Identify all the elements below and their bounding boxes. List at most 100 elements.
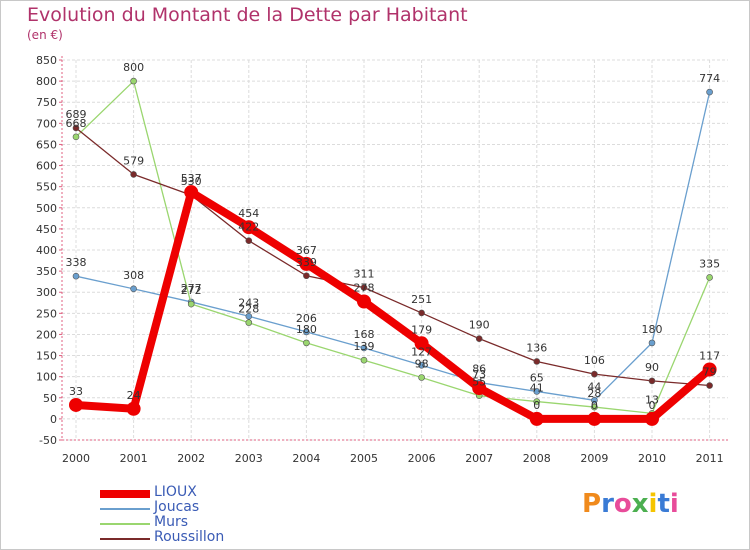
data-point-lioux — [69, 397, 83, 412]
y-tick-label: -50 — [39, 434, 57, 447]
data-label: 668 — [66, 117, 87, 130]
legend-label-murs: Murs — [154, 514, 189, 530]
logo-letter: P — [582, 489, 602, 519]
data-label: 774 — [699, 72, 720, 85]
data-label: 272 — [181, 284, 202, 297]
data-label: 55 — [472, 376, 486, 389]
data-point-lioux — [184, 185, 199, 200]
data-label: 106 — [584, 354, 605, 367]
data-point-murs — [187, 300, 195, 308]
x-tick-label: 2004 — [292, 452, 320, 465]
series-line-roussillon — [75, 127, 711, 387]
data-point-roussillon — [533, 358, 541, 365]
chart-title: Evolution du Montant de la Dette par Hab… — [27, 4, 468, 26]
y-tick-label: 150 — [36, 350, 57, 363]
data-point-joucas — [360, 344, 368, 352]
x-tick-label: 2001 — [120, 452, 148, 465]
data-point-lioux — [472, 381, 487, 396]
data-label: 24 — [127, 389, 141, 402]
data-point-joucas — [245, 312, 253, 320]
data-label: 454 — [238, 207, 259, 220]
data-label: 311 — [354, 268, 375, 281]
data-label: 579 — [123, 154, 144, 167]
data-point-roussillon — [418, 309, 425, 317]
data-label: 180 — [296, 323, 317, 336]
data-point-joucas — [706, 88, 713, 96]
data-label: 179 — [411, 323, 432, 336]
x-tick-label: 2006 — [408, 452, 436, 465]
x-tick-label: 2010 — [638, 452, 666, 465]
data-point-joucas — [648, 339, 656, 347]
logo-letter: i — [669, 489, 679, 519]
proxiti-logo: Proxiti — [582, 489, 679, 519]
x-tick-label: 2002 — [177, 452, 205, 465]
data-label: 0 — [649, 399, 656, 412]
logo-letter: x — [631, 489, 649, 519]
legend-swatch-roussillon — [100, 538, 150, 540]
logo-letter: r — [601, 489, 614, 519]
data-label: 86 — [472, 363, 486, 376]
series-line-lioux — [72, 188, 714, 423]
data-label: 13 — [645, 393, 659, 406]
data-point-lioux — [414, 336, 429, 351]
y-tick-label: 850 — [36, 54, 57, 67]
x-tick-label: 2005 — [350, 452, 378, 465]
data-label: 243 — [238, 296, 259, 309]
data-point-roussillon — [475, 335, 483, 342]
data-point-roussillon — [360, 284, 368, 291]
y-tick-label: 50 — [43, 392, 57, 405]
data-label: 277 — [181, 282, 202, 295]
x-tick-label: 2000 — [62, 452, 90, 465]
data-point-lioux — [299, 256, 314, 271]
data-label: 65 — [530, 371, 544, 384]
data-label: 73 — [472, 368, 486, 381]
data-label: 308 — [123, 269, 144, 282]
x-tick-label: 2011 — [696, 452, 724, 465]
data-point-lioux — [126, 401, 141, 416]
data-label: 367 — [296, 244, 317, 257]
logo-letter: o — [613, 489, 632, 519]
data-point-murs — [533, 398, 541, 405]
data-label: 335 — [699, 257, 720, 270]
data-point-joucas — [303, 328, 310, 336]
legend-item-joucas: Joucas — [100, 499, 300, 517]
x-tick-label: 2009 — [580, 452, 608, 465]
data-label: 41 — [530, 382, 544, 395]
legend-label-roussillon: Roussillon — [154, 529, 225, 545]
x-tick-label: 2003 — [235, 452, 263, 465]
data-point-murs — [303, 339, 310, 347]
data-label: 228 — [238, 303, 259, 316]
data-label: 338 — [66, 256, 87, 269]
data-label: 44 — [587, 380, 601, 393]
data-point-joucas — [418, 361, 425, 369]
y-tick-label: 600 — [36, 160, 57, 173]
series-line-joucas — [75, 91, 711, 401]
legend-label-joucas: Joucas — [154, 499, 200, 515]
data-point-murs — [591, 403, 598, 411]
data-label: 339 — [296, 256, 317, 269]
y-tick-label: 200 — [36, 328, 57, 341]
y-tick-label: 250 — [36, 307, 57, 320]
y-tick-label: 700 — [36, 117, 57, 130]
legend-item-murs: Murs — [100, 514, 300, 532]
data-point-lioux — [587, 411, 602, 426]
legend-swatch-murs — [100, 523, 150, 525]
data-label: 98 — [415, 358, 429, 371]
y-tick-label: 550 — [36, 181, 57, 194]
x-tick-label: 2008 — [523, 452, 551, 465]
legend-item-lioux: LIOUX — [100, 484, 300, 502]
data-label: 180 — [642, 323, 663, 336]
data-label: 168 — [354, 328, 375, 341]
data-label: 190 — [469, 319, 490, 332]
data-point-roussillon — [72, 124, 80, 132]
data-point-lioux — [241, 220, 256, 235]
y-tick-label: 800 — [36, 75, 57, 88]
data-point-lioux — [645, 411, 659, 426]
chart-unit: (en €) — [27, 28, 63, 42]
y-tick-label: 0 — [50, 413, 57, 426]
data-point-murs — [418, 374, 425, 381]
data-point-lioux — [529, 411, 544, 426]
data-label: 79 — [703, 366, 717, 379]
data-label: 206 — [296, 312, 317, 325]
